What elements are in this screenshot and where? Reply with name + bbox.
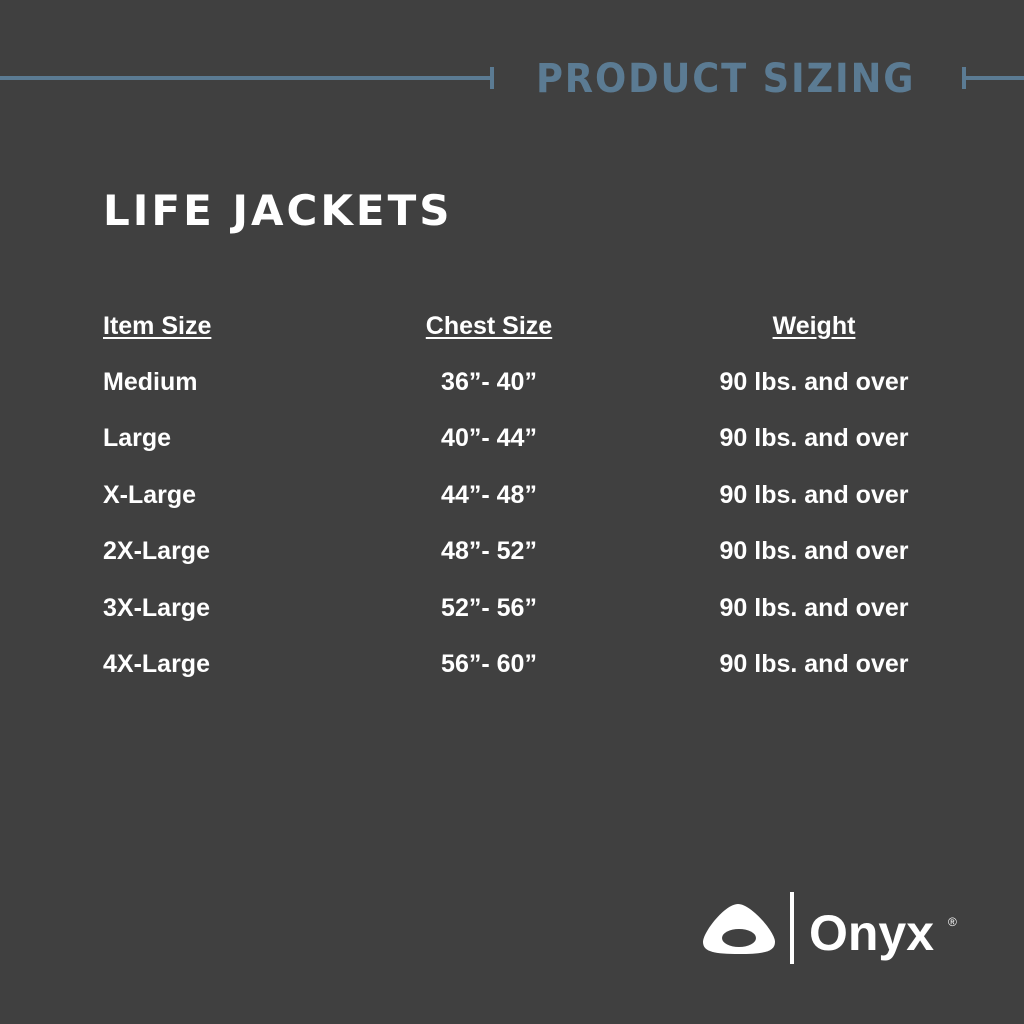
banner-rule-right	[962, 76, 1024, 80]
cell-chest-size: 40”- 44”	[441, 424, 537, 453]
cell-item-size: 2X-Large	[103, 537, 210, 566]
cell-chest-size: 48”- 52”	[441, 537, 537, 566]
cell-item-size: Large	[103, 424, 172, 453]
onyx-logo: Onyx ®	[703, 890, 963, 975]
header-chest-size: Chest Size	[425, 312, 553, 340]
page-title: LIFE JACKETS	[103, 186, 453, 235]
onyx-logo-icon: Onyx ®	[703, 892, 957, 964]
header-item-size: Item Size	[103, 312, 212, 340]
cell-chest-size: 44”- 48”	[441, 480, 537, 509]
cell-chest-size: 52”- 56”	[441, 593, 537, 622]
cell-item-size: 4X-Large	[103, 650, 210, 678]
banner-rule-left-cap	[490, 67, 494, 89]
cell-weight: 90 lbs. and over	[719, 424, 909, 453]
cell-item-size: Medium	[103, 368, 198, 396]
cell-item-size: X-Large	[103, 480, 197, 509]
banner-title: PRODUCT SIZING	[536, 56, 916, 102]
cell-weight: 90 lbs. and over	[719, 650, 909, 678]
registered-mark: ®	[948, 915, 957, 929]
banner-rule-left	[0, 76, 492, 80]
cell-weight: 90 lbs. and over	[719, 537, 909, 566]
header-weight: Weight	[772, 312, 856, 340]
cell-weight: 90 lbs. and over	[719, 480, 909, 509]
cell-weight: 90 lbs. and over	[719, 593, 909, 622]
cell-weight: 90 lbs. and over	[719, 368, 909, 396]
cell-chest-size: 36”- 40”	[441, 368, 537, 396]
cell-chest-size: 56”- 60”	[441, 650, 537, 678]
cell-item-size: 3X-Large	[103, 593, 210, 622]
brand-name: Onyx	[809, 905, 934, 961]
